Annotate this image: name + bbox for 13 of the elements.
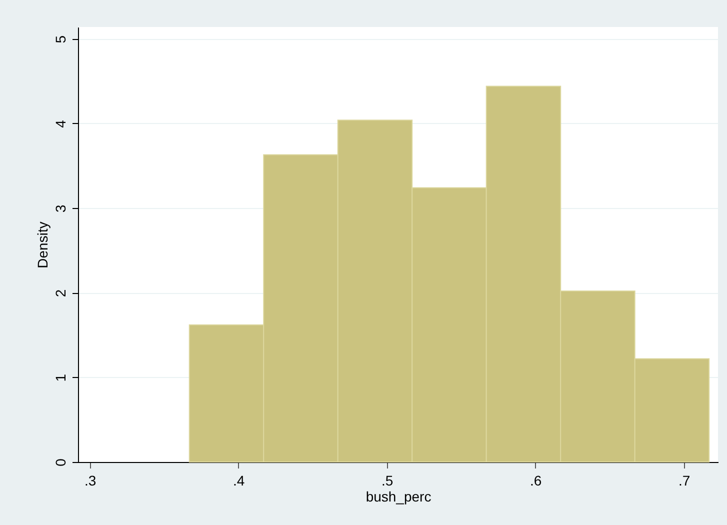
y-tick-label: 5 — [52, 35, 68, 44]
y-tick-label: 2 — [52, 289, 68, 298]
x-tick-label: .6 — [530, 472, 542, 488]
x-tick-label: .4 — [233, 472, 245, 488]
x-tick-label: .5 — [382, 472, 394, 488]
y-tick-label: 3 — [52, 204, 68, 213]
x-tick-label: .3 — [84, 472, 96, 488]
x-tick-label: .7 — [678, 472, 690, 488]
y-tick-label: 4 — [52, 120, 68, 128]
y-axis-title: Density — [34, 222, 50, 268]
y-tick-label: 0 — [52, 458, 68, 466]
y-tick-label: 1 — [52, 374, 68, 382]
x-axis-title: bush_perc — [366, 488, 432, 504]
